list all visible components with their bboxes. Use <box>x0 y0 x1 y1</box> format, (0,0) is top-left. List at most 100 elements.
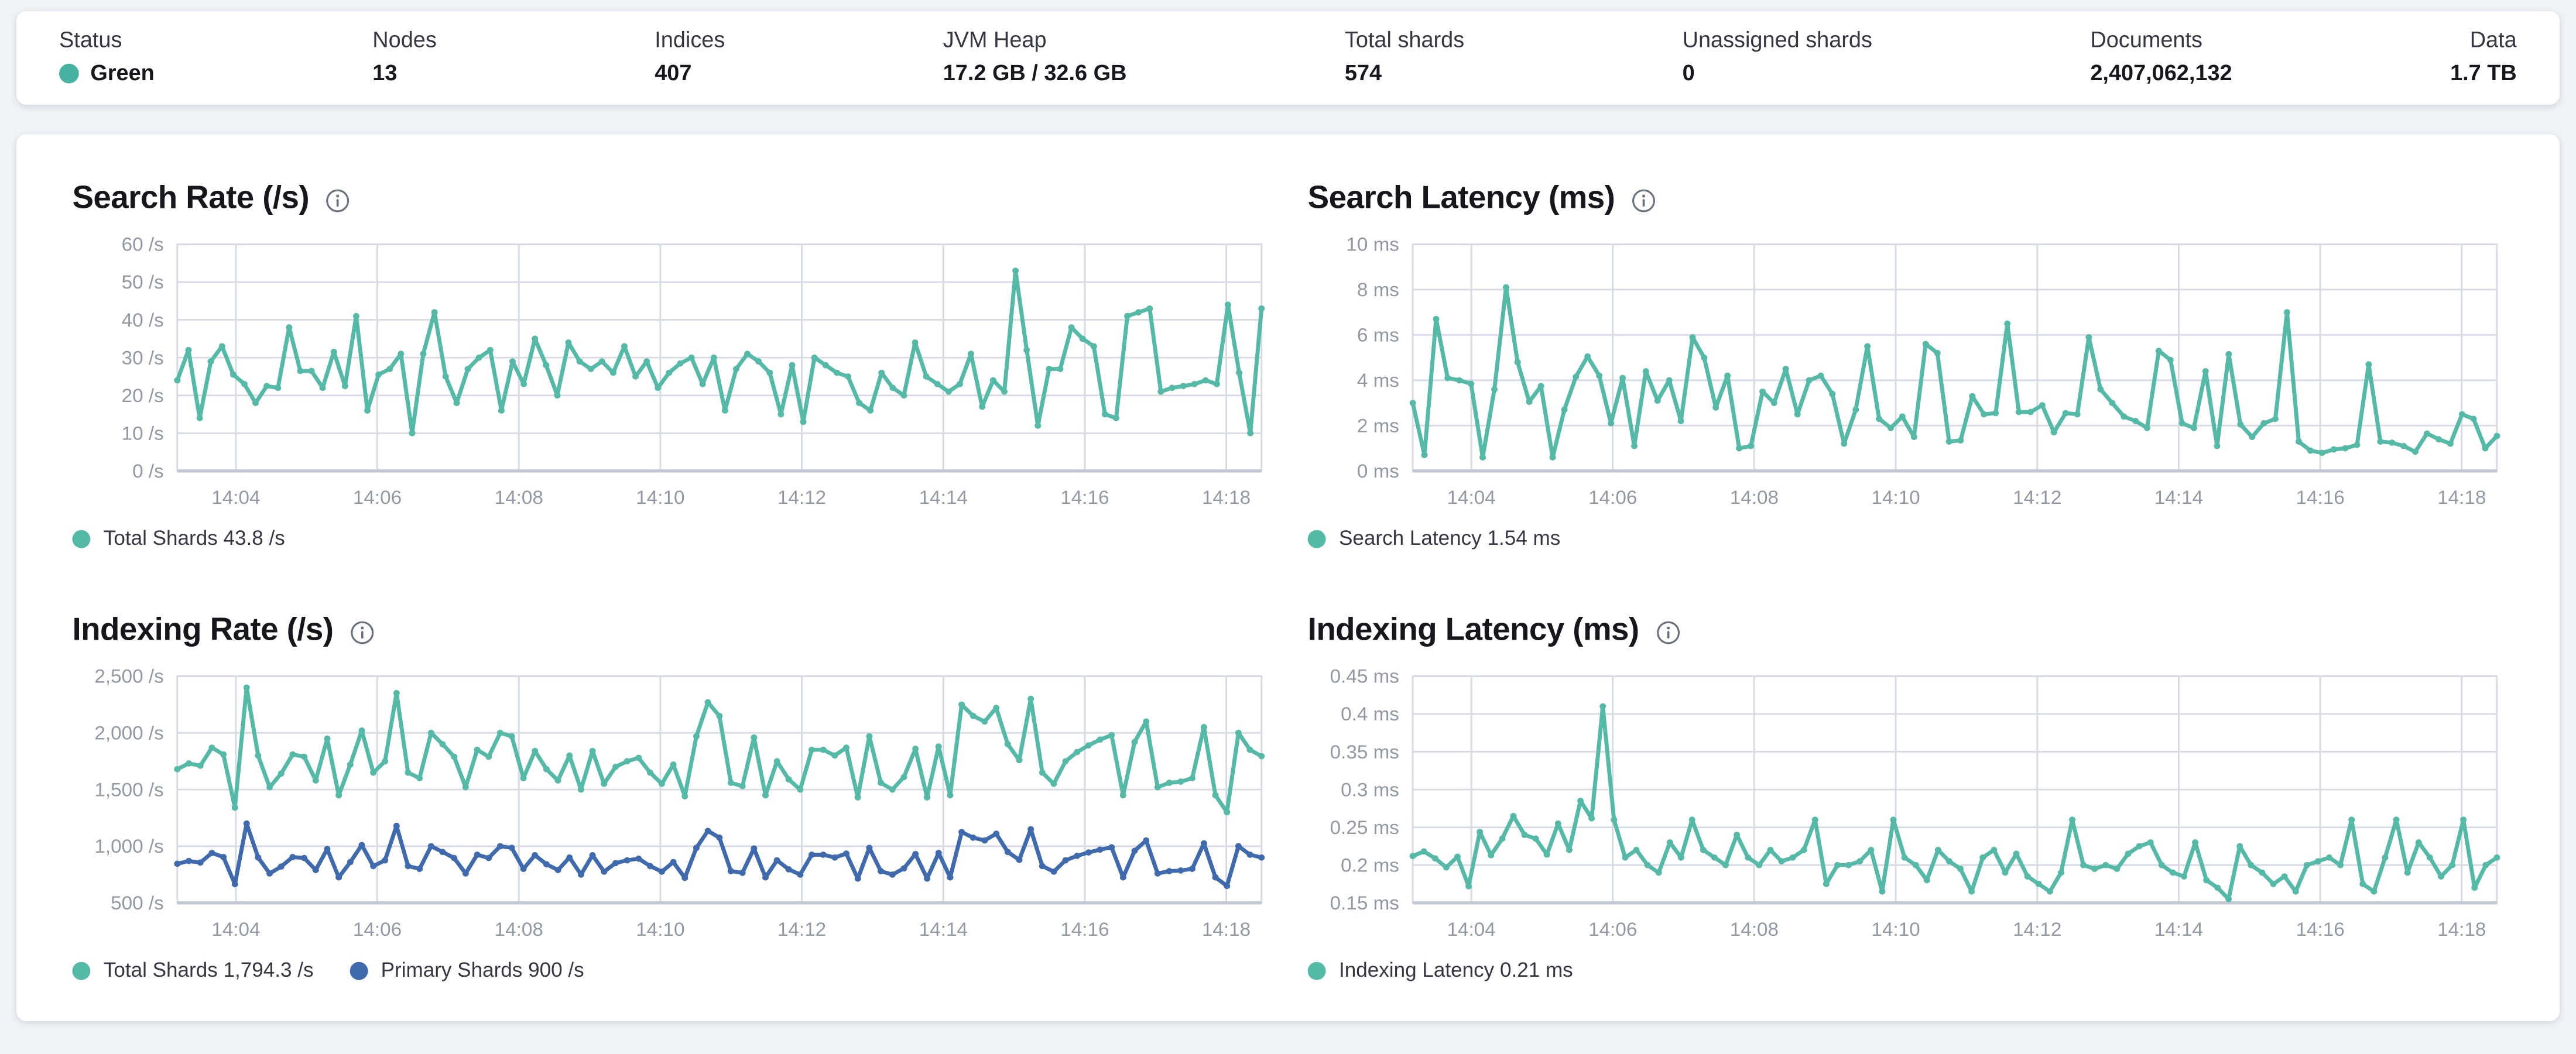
metric-indices: Indices 407 <box>655 28 725 85</box>
metric-nodes: Nodes 13 <box>372 28 437 85</box>
svg-text:0.35 ms: 0.35 ms <box>1330 741 1399 762</box>
svg-text:14:06: 14:06 <box>1588 918 1637 939</box>
indexing-latency-chart[interactable]: 0.15 ms 0.2 ms 0.25 ms 0.3 ms 0.35 ms 0.4 ms 0… <box>1308 663 2504 946</box>
search-latency-chart[interactable]: 0 ms 2 ms 4 ms 6 ms 8 ms 10 ms 14:04 14:06 14:08… <box>1308 231 2504 514</box>
svg-text:60 /s: 60 /s <box>122 234 164 255</box>
svg-text:14:12: 14:12 <box>777 918 826 939</box>
svg-text:500 /s: 500 /s <box>111 892 164 913</box>
metric-value: 2,407,062,132 <box>2090 60 2232 85</box>
svg-text:14:10: 14:10 <box>1871 486 1920 507</box>
svg-text:14:10: 14:10 <box>636 918 684 939</box>
info-icon[interactable] <box>1631 188 1656 213</box>
svg-text:40 /s: 40 /s <box>122 309 164 330</box>
search-rate-chart[interactable]: 0 /s 10 /s 20 /s 30 /s 40 /s 50 /s 60 /s 14:04 1… <box>72 231 1268 514</box>
svg-text:10 /s: 10 /s <box>122 423 164 444</box>
svg-text:14:06: 14:06 <box>353 918 402 939</box>
metric-documents: Documents 2,407,062,132 <box>2090 28 2232 85</box>
metric-value: 574 <box>1344 60 1382 85</box>
info-icon[interactable] <box>326 188 350 213</box>
chart-title: Indexing Latency (ms) <box>1307 612 1640 648</box>
svg-text:14:08: 14:08 <box>495 918 543 939</box>
svg-text:14:16: 14:16 <box>2296 486 2344 507</box>
svg-text:14:08: 14:08 <box>1730 918 1779 939</box>
metric-value: 13 <box>372 60 398 85</box>
legend-dot-icon <box>72 529 91 548</box>
svg-text:14:10: 14:10 <box>1871 918 1920 939</box>
chart-search-rate: Search Rate (/s) 0 /s 10 /s 20 /s 30 /s 40 /… <box>72 180 1268 550</box>
legend-label: Total Shards 43.8 /s <box>103 527 285 550</box>
svg-text:0.15 ms: 0.15 ms <box>1330 892 1399 913</box>
legend-label: Total Shards 1,794.3 /s <box>103 959 314 982</box>
legend: Total Shards 43.8 /s <box>72 527 1268 550</box>
chart-indexing-rate: Indexing Rate (/s) 500 /s 1,000 /s 1,500 /… <box>72 612 1268 981</box>
metric-jvm-heap: JVM Heap 17.2 GB / 32.6 GB <box>943 28 1127 85</box>
legend-label: Primary Shards 900 /s <box>381 959 584 982</box>
svg-text:0.4 ms: 0.4 ms <box>1341 703 1399 725</box>
legend-item-search-latency: Search Latency 1.54 ms <box>1307 527 1560 550</box>
svg-text:10 ms: 10 ms <box>1346 234 1399 255</box>
metric-label: Documents <box>2090 28 2202 53</box>
metric-label: Status <box>59 28 122 53</box>
svg-text:1,000 /s: 1,000 /s <box>94 836 163 857</box>
metric-label: Indices <box>655 28 725 53</box>
svg-text:14:16: 14:16 <box>1060 918 1109 939</box>
metrics-panel: Search Rate (/s) 0 /s 10 /s 20 /s 30 /s 40 /… <box>16 134 2560 1021</box>
svg-text:0.25 ms: 0.25 ms <box>1330 816 1399 837</box>
metric-value: 1.7 TB <box>2450 60 2517 85</box>
svg-text:2,500 /s: 2,500 /s <box>94 665 163 686</box>
metric-total-shards: Total shards 574 <box>1345 28 1464 85</box>
chart-title: Search Latency (ms) <box>1307 180 1615 217</box>
legend: Indexing Latency 0.21 ms <box>1307 959 2504 982</box>
svg-text:14:06: 14:06 <box>1588 486 1637 507</box>
svg-text:14:18: 14:18 <box>2437 486 2486 507</box>
svg-text:50 /s: 50 /s <box>122 272 164 293</box>
svg-text:30 /s: 30 /s <box>122 347 164 368</box>
page: Status Green Nodes 13 Indices 407 JVM He… <box>0 11 2576 1054</box>
metric-value: 407 <box>655 60 692 85</box>
svg-text:14:18: 14:18 <box>2437 918 2486 939</box>
svg-text:14:14: 14:14 <box>919 486 968 507</box>
metric-value: Green <box>90 60 155 85</box>
legend-item-total-shards: Total Shards 43.8 /s <box>72 527 285 550</box>
svg-text:4 ms: 4 ms <box>1357 370 1399 391</box>
svg-text:14:04: 14:04 <box>211 486 260 507</box>
svg-text:14:12: 14:12 <box>2013 486 2061 507</box>
metric-status: Status Green <box>59 28 155 85</box>
legend-dot-icon <box>1307 529 1326 548</box>
chart-title: Search Rate (/s) <box>72 180 310 217</box>
svg-text:14:04: 14:04 <box>1447 918 1495 939</box>
chart-title: Indexing Rate (/s) <box>72 612 334 648</box>
metric-label: Unassigned shards <box>1682 28 1872 53</box>
svg-text:14:04: 14:04 <box>1447 486 1495 507</box>
svg-text:14:18: 14:18 <box>1202 486 1251 507</box>
svg-text:14:16: 14:16 <box>1060 486 1109 507</box>
chart-search-latency: Search Latency (ms) 0 ms 2 ms 4 ms 6 ms 8 ms… <box>1307 180 2504 550</box>
legend-label: Indexing Latency 0.21 ms <box>1338 959 1573 982</box>
svg-text:14:10: 14:10 <box>636 486 684 507</box>
metric-label: Nodes <box>372 28 437 53</box>
status-dot-icon <box>59 63 79 83</box>
metric-label: JVM Heap <box>943 28 1047 53</box>
legend: Total Shards 1,794.3 /s Primary Shards 9… <box>72 959 1268 981</box>
metric-label: Total shards <box>1344 28 1465 53</box>
svg-text:14:08: 14:08 <box>1730 486 1779 507</box>
svg-text:14:16: 14:16 <box>2296 918 2344 939</box>
metric-data: Data 1.7 TB <box>2450 28 2517 85</box>
cluster-summary-bar: Status Green Nodes 13 Indices 407 JVM He… <box>16 11 2560 105</box>
svg-text:2,000 /s: 2,000 /s <box>94 722 163 743</box>
svg-text:0.2 ms: 0.2 ms <box>1341 854 1399 876</box>
svg-text:14:14: 14:14 <box>2154 918 2203 939</box>
svg-text:6 ms: 6 ms <box>1357 324 1399 345</box>
svg-text:0.45 ms: 0.45 ms <box>1330 665 1399 686</box>
svg-text:14:14: 14:14 <box>919 918 968 939</box>
indexing-rate-chart[interactable]: 500 /s 1,000 /s 1,500 /s 2,000 /s 2,500 /s 14… <box>72 663 1268 946</box>
svg-text:0 /s: 0 /s <box>132 460 164 481</box>
legend-item-primary-shards: Primary Shards 900 /s <box>350 959 584 981</box>
metric-value: 17.2 GB / 32.6 GB <box>943 60 1127 85</box>
legend-item-indexing-latency: Indexing Latency 0.21 ms <box>1307 959 1573 982</box>
svg-text:0.3 ms: 0.3 ms <box>1341 779 1399 800</box>
info-icon[interactable] <box>1656 620 1680 645</box>
svg-text:0 ms: 0 ms <box>1357 460 1399 481</box>
legend-item-total-shards: Total Shards 1,794.3 /s <box>72 959 314 982</box>
info-icon[interactable] <box>350 620 375 645</box>
